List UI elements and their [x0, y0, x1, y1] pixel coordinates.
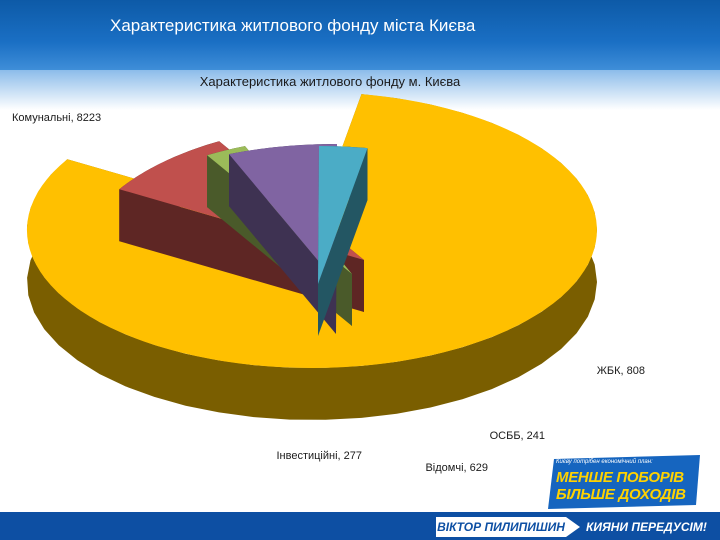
pie-slice-cut: [318, 148, 368, 336]
footer-arrow-icon: [566, 517, 580, 537]
campaign-banner: [548, 455, 716, 509]
pie-slice-cut: [229, 154, 336, 334]
banner-line-1: МЕНШЕ ПОБОРІВ: [556, 469, 684, 486]
footer-right-label: КИЯНИ ПЕРЕДУСІМ!: [586, 520, 707, 534]
pie-slice-top: [318, 146, 368, 284]
pie-slices: [26, 94, 598, 420]
banner-tagline: Києву потрібен економічний план:: [556, 459, 653, 465]
pie-slice-top: [229, 143, 337, 282]
slide-title: Характеристика житлового фонду міста Киє…: [110, 16, 476, 35]
pie-slice-5: [318, 146, 368, 336]
footer-bar: [0, 512, 720, 540]
data-label: Відомчі, 629: [425, 462, 488, 474]
data-label: Інвестиційні, 277: [276, 450, 362, 462]
banner-exclamation: !: [698, 452, 712, 496]
footer-left-label: ВІКТОР ПИЛИПИШИН: [436, 517, 566, 537]
chart-title: Характеристика житлового фонду м. Києва: [200, 74, 461, 89]
data-label: ЖБК, 808: [597, 365, 645, 377]
pie-labels: Комунальні, 8223 ЖБК, 808 ОСББ, 241 Відомчі…: [12, 112, 645, 474]
banner-line-2: БІЛЬШЕ ДОХОДІВ: [556, 486, 686, 503]
pie-slice-4: [229, 143, 338, 334]
data-label: Комунальні, 8223: [12, 112, 101, 124]
slide-header: [0, 0, 720, 70]
data-label: ОСББ, 241: [490, 430, 545, 442]
